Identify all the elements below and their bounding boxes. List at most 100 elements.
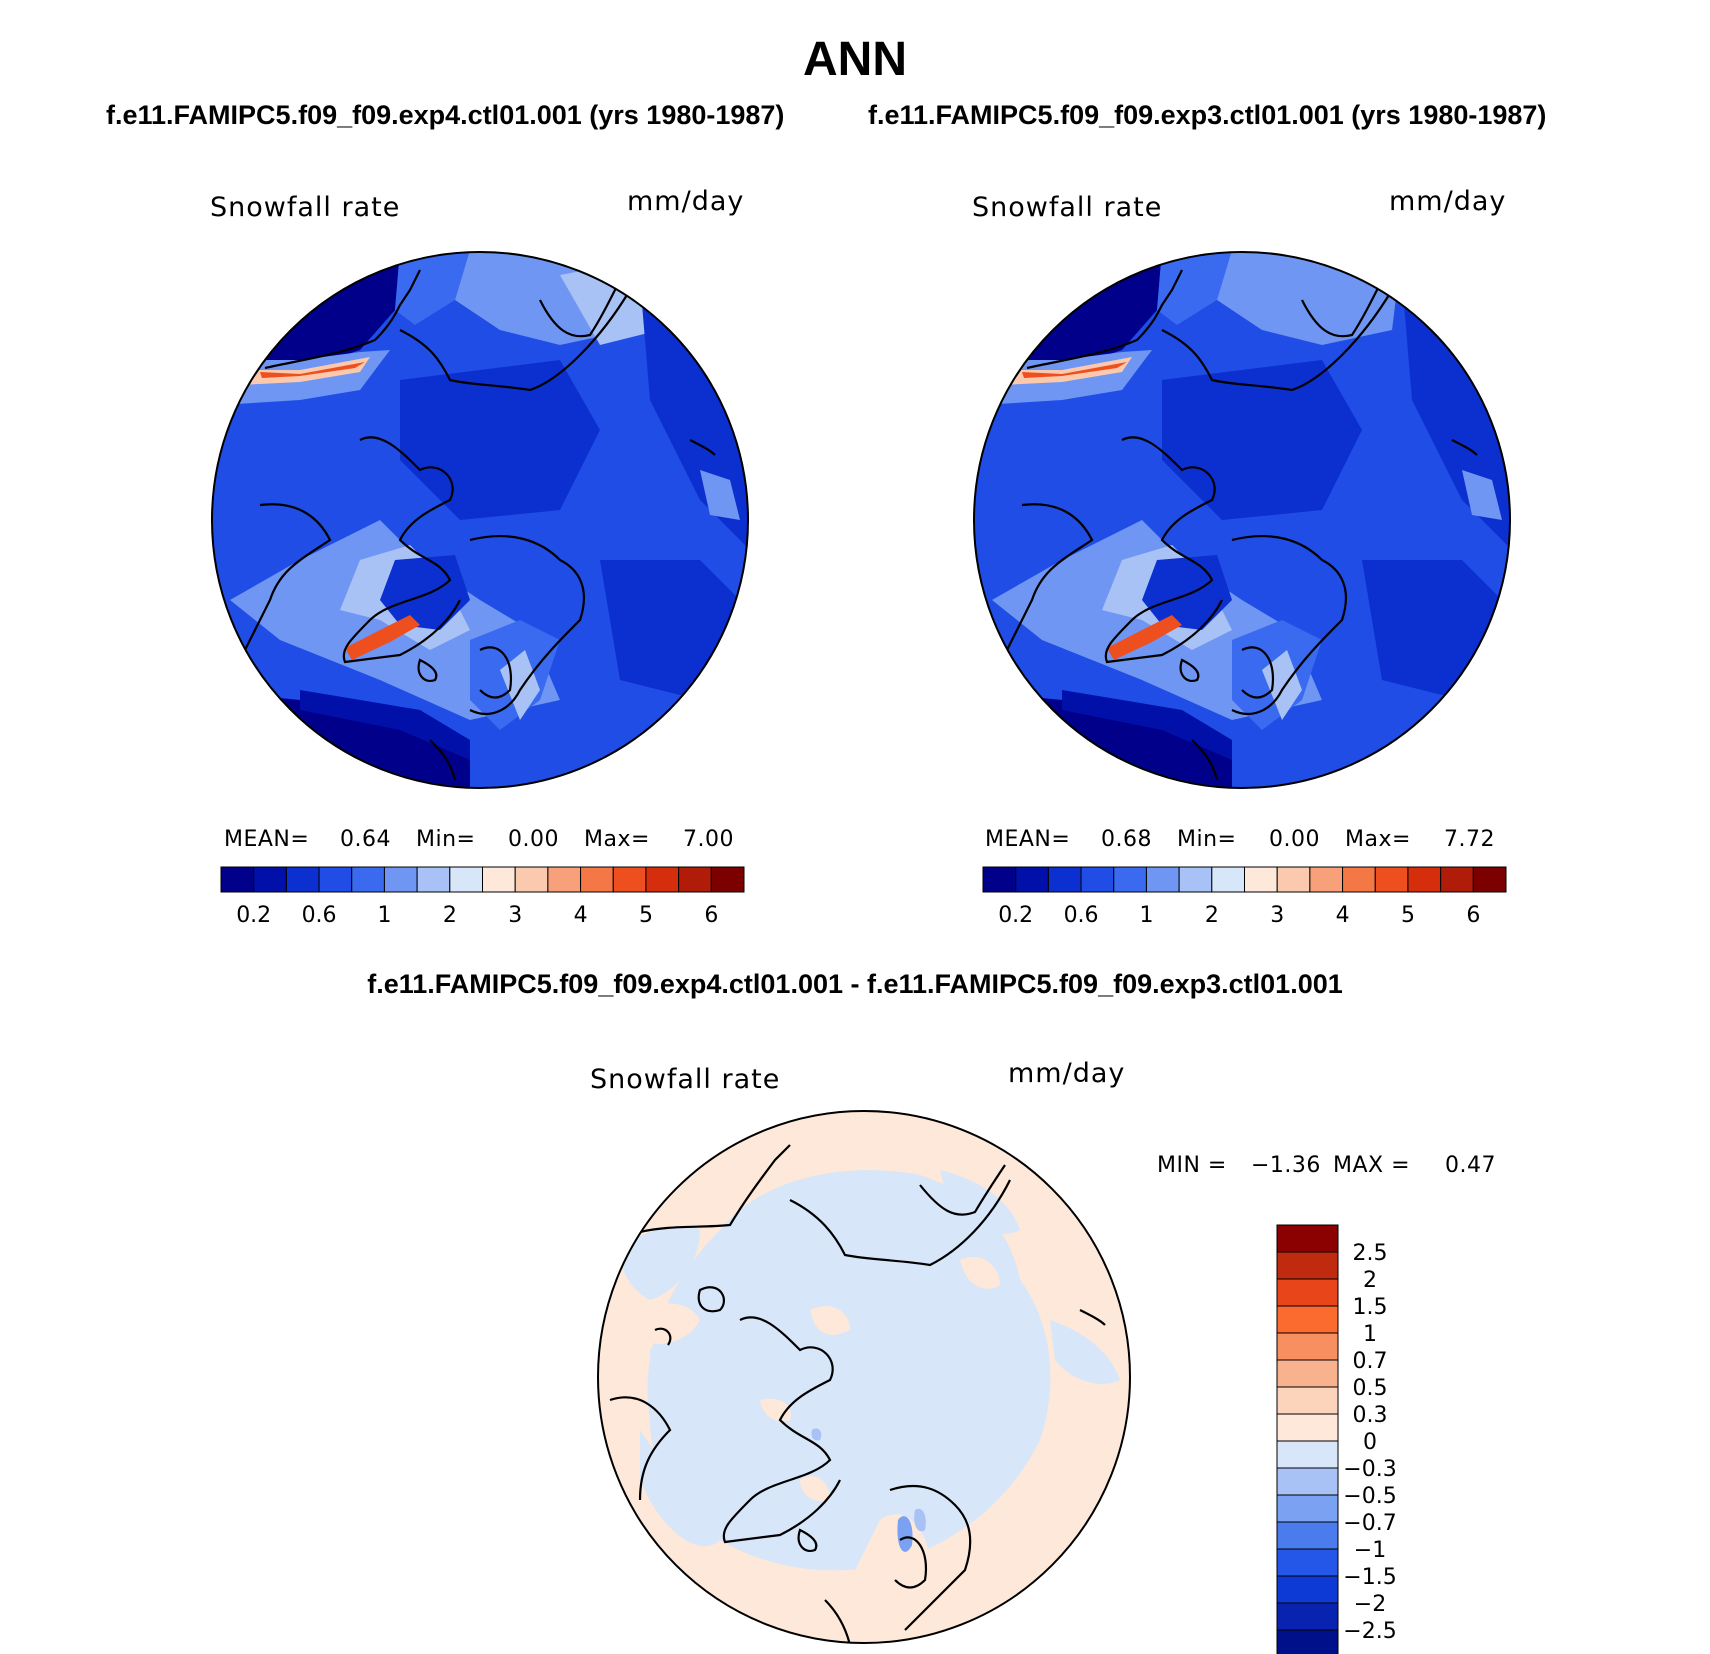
diff-max-value: 0.47 — [1445, 1153, 1496, 1178]
panel1-colorbar-swatch — [383, 866, 418, 893]
panel2-colorbar-tick-label: 1 — [1139, 903, 1153, 928]
difference-colorbar-swatch — [1276, 1602, 1339, 1631]
diff-min-value: −1.36 — [1251, 1153, 1321, 1178]
panel2-colorbar-swatch — [1015, 866, 1049, 893]
panel1-colorbar-tick-label: 0.6 — [302, 903, 337, 928]
panel2-colorbar-swatch — [1342, 866, 1376, 893]
difference-colorbar-swatch — [1276, 1575, 1339, 1604]
panel2-colorbar-swatch — [1178, 866, 1213, 893]
panel2-colorbar-swatch — [1244, 866, 1278, 893]
panel1-colorbar-swatch — [645, 866, 680, 893]
panel2-map — [974, 252, 1510, 788]
difference-colorbar-label: 1.5 — [1353, 1295, 1388, 1320]
panel1-coastlines — [239, 269, 716, 781]
difference-colorbar-label: 0 — [1363, 1430, 1377, 1455]
panel1-colorbar: 0.2 0.6 1 2 3 4 5 6 — [220, 866, 745, 928]
difference-coastlines — [609, 1144, 1106, 1643]
panel1-min-label: Min= — [416, 827, 476, 852]
panel2-colorbar-tick-label: 6 — [1466, 903, 1480, 928]
panel2-colorbar-swatch — [1145, 866, 1180, 893]
panel2-colorbar-tick-label: 4 — [1336, 903, 1350, 928]
difference-colorbar-swatch — [1276, 1413, 1339, 1442]
difference-colorbar-label: 0.7 — [1353, 1349, 1388, 1374]
panel1-colorbar-tick-label: 0.2 — [236, 903, 271, 928]
panel1-colorbar-swatch — [482, 866, 516, 893]
difference-colorbar-label: −2.5 — [1343, 1619, 1396, 1644]
difference-colorbar-swatch — [1276, 1440, 1339, 1469]
panel2-variable-label: Snowfall rate — [972, 192, 1163, 223]
panel2-colorbar-tick-label: 5 — [1401, 903, 1415, 928]
diff-max-label: MAX = — [1333, 1153, 1411, 1178]
panel1-mean-value: 0.64 — [340, 827, 391, 852]
panel2-min-label: Min= — [1177, 827, 1237, 852]
panel2-colorbar-swatch — [1211, 866, 1245, 893]
diff-min-label: MIN = — [1157, 1153, 1227, 1178]
panel2-colorbar-tick-label: 2 — [1205, 903, 1219, 928]
panel1-min-value: 0.00 — [508, 827, 559, 852]
difference-colorbar-label: −1.5 — [1343, 1565, 1396, 1590]
panel1-colorbar-swatch — [220, 866, 255, 893]
panel2-colorbar-swatch — [1407, 866, 1442, 893]
difference-colorbar-label: −1 — [1354, 1538, 1386, 1563]
panel1-colorbar-swatch — [351, 866, 385, 893]
panel2-max-value: 7.72 — [1444, 827, 1495, 852]
difference-colorbar-swatch — [1276, 1332, 1339, 1361]
panel1-units-label: mm/day — [627, 186, 745, 217]
panel2-colorbar-swatch — [1472, 866, 1507, 893]
panel2-colorbar-tick-label: 0.2 — [998, 903, 1033, 928]
difference-colorbar: 2.521.510.70.50.30−0.3−0.5−0.7−1−1.5−2−2… — [1276, 1224, 1397, 1654]
panel1-colorbar-tick-label: 3 — [508, 903, 522, 928]
difference-colorbar-swatch — [1276, 1521, 1339, 1550]
difference-colorbar-swatch — [1276, 1224, 1339, 1253]
difference-colorbar-label: 0.5 — [1353, 1376, 1388, 1401]
panel1-max-value: 7.00 — [683, 827, 734, 852]
difference-map — [598, 1111, 1130, 1643]
panel1-colorbar-swatch — [710, 866, 745, 893]
panel1-mean-label: MEAN= — [224, 827, 310, 852]
panel1-case-title: f.e11.FAMIPC5.f09_f09.exp4.ctl01.001 (yr… — [106, 100, 785, 130]
panel2-colorbar-swatch — [1113, 866, 1147, 893]
panel1-colorbar-swatch — [547, 866, 582, 893]
panel1-colorbar-swatch — [285, 866, 320, 893]
difference-colorbar-swatch — [1276, 1305, 1339, 1334]
panel2-case-title: f.e11.FAMIPC5.f09_f09.exp3.ctl01.001 (yr… — [868, 100, 1547, 130]
panel1-colorbar-tick-label: 4 — [574, 903, 588, 928]
difference-colorbar-swatch — [1276, 1494, 1339, 1523]
panel1-colorbar-swatch — [612, 866, 647, 893]
panel2-colorbar-swatch — [1276, 866, 1311, 893]
panel2-colorbar: 0.2 0.6 1 2 3 4 5 6 — [982, 866, 1507, 928]
panel2-mean-label: MEAN= — [985, 827, 1071, 852]
difference-colorbar-label: −0.7 — [1343, 1511, 1396, 1536]
difference-colorbar-swatch — [1276, 1278, 1339, 1307]
panel2-colorbar-swatch — [1440, 866, 1474, 893]
panel1-colorbar-swatch — [449, 866, 483, 893]
panel2-colorbar-tick-label: 0.6 — [1064, 903, 1099, 928]
difference-colorbar-swatch — [1276, 1251, 1339, 1280]
panel1-colorbar-swatch — [318, 866, 353, 893]
panel1-colorbar-swatch — [416, 866, 451, 893]
panel1-colorbar-swatch — [514, 866, 549, 893]
panel1-variable-label: Snowfall rate — [210, 192, 401, 223]
diff-units-label: mm/day — [1008, 1058, 1126, 1089]
panel1-colorbar-tick-label: 1 — [377, 903, 391, 928]
panel2-colorbar-swatch — [1309, 866, 1344, 893]
difference-colorbar-swatch — [1276, 1386, 1339, 1415]
panel1-colorbar-tick-label: 2 — [443, 903, 457, 928]
difference-colorbar-label: 2 — [1363, 1268, 1377, 1293]
panel2-colorbar-swatch — [982, 866, 1017, 893]
panel2-min-value: 0.00 — [1269, 827, 1320, 852]
panel2-colorbar-swatch — [1047, 866, 1082, 893]
panel2-max-label: Max= — [1345, 827, 1411, 852]
difference-colorbar-swatch — [1276, 1467, 1339, 1496]
panel2-units-label: mm/day — [1389, 186, 1507, 217]
difference-colorbar-swatch — [1276, 1359, 1339, 1388]
panel1-max-label: Max= — [584, 827, 650, 852]
panel1-colorbar-tick-label: 6 — [704, 903, 718, 928]
figure-title: ANN — [803, 33, 907, 86]
panel2-colorbar-swatch — [1080, 866, 1115, 893]
panel2-mean-value: 0.68 — [1101, 827, 1152, 852]
difference-colorbar-label: −0.5 — [1343, 1484, 1396, 1509]
difference-colorbar-swatch — [1276, 1629, 1339, 1654]
panel2-colorbar-swatch — [1374, 866, 1409, 893]
